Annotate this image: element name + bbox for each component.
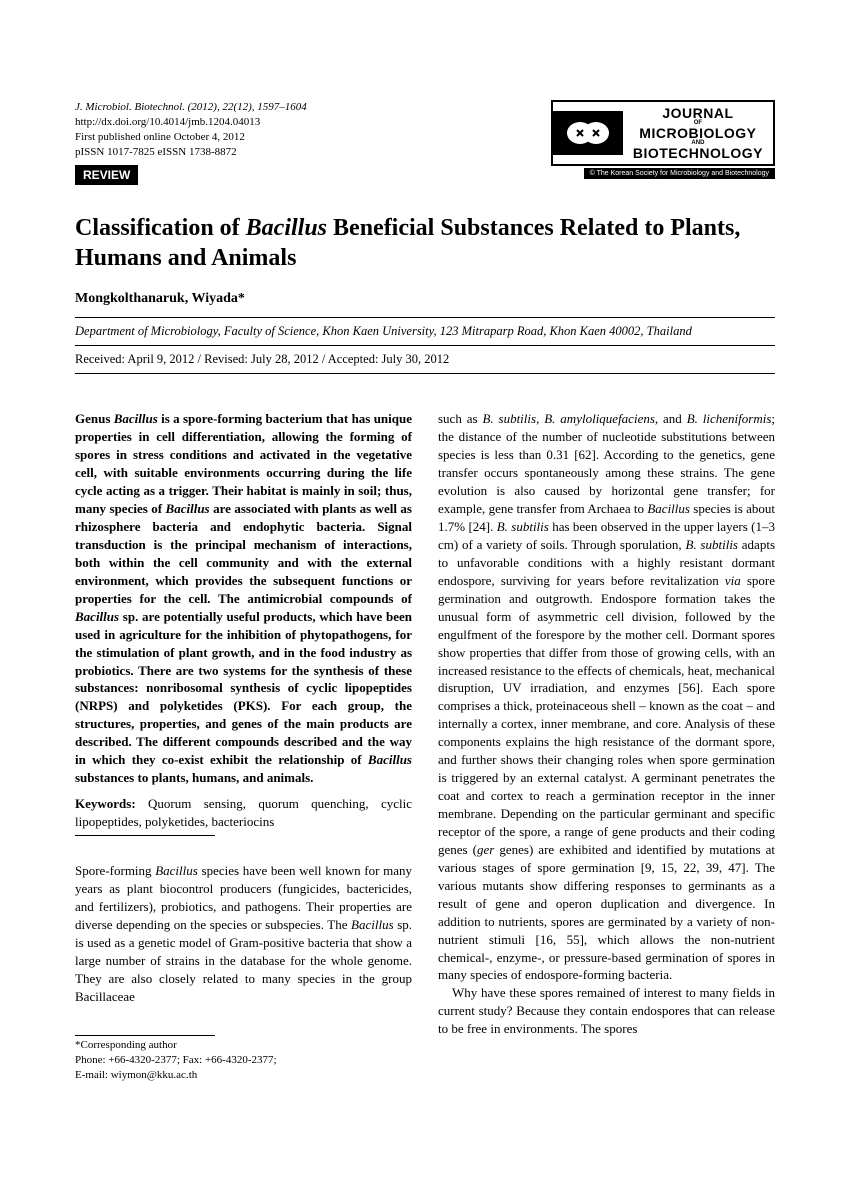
keywords-label: Keywords: (75, 796, 136, 811)
body-paragraph-2: Why have these spores remained of intere… (438, 984, 775, 1038)
txt-i: via (725, 573, 741, 588)
txt: spore germination and outgrowth. Endospo… (438, 573, 775, 857)
rule-1 (75, 317, 775, 318)
abs-i: Bacillus (368, 752, 412, 767)
affiliation: Department of Microbiology, Faculty of S… (75, 324, 775, 339)
doi-line: http://dx.doi.org/10.4014/jmb.1204.04013 (75, 115, 307, 130)
corr-phone: Phone: +66-4320-2377; Fax: +66-4320-2377… (75, 1053, 412, 1068)
abstract: Genus Bacillus is a spore-forming bacter… (75, 410, 412, 787)
journal-citation: J. Microbiol. Biotechnol. (2012), 22(12)… (75, 101, 307, 113)
logo-text: JOURNAL OF MICROBIOLOGY AND BIOTECHNOLOG… (623, 102, 773, 164)
txt-i: B. licheniformis (687, 411, 772, 426)
article-title: Classification of Bacillus Beneficial Su… (75, 213, 775, 273)
txt: , and (655, 411, 687, 426)
corr-email: E-mail: wiymon@kku.ac.th (75, 1068, 412, 1083)
corr-label: *Corresponding author (75, 1038, 412, 1053)
column-left: Genus Bacillus is a spore-forming bacter… (75, 410, 412, 1083)
abs-i: Bacillus (75, 609, 119, 624)
corresponding-author: *Corresponding author Phone: +66-4320-23… (75, 1038, 412, 1083)
journal-logo: JOURNAL OF MICROBIOLOGY AND BIOTECHNOLOG… (551, 100, 775, 166)
rule-2 (75, 345, 775, 346)
column-right: such as B. subtilis, B. amyloliquefacien… (438, 410, 775, 1083)
txt-i: B. subtilis (685, 537, 738, 552)
rule-3 (75, 373, 775, 374)
body-columns: Genus Bacillus is a spore-forming bacter… (75, 410, 775, 1083)
txt: such as (438, 411, 482, 426)
logo-word-journal: JOURNAL (633, 106, 763, 120)
abs-t: sp. are potentially useful products, whi… (75, 609, 412, 768)
txt-i: B. amyloliquefaciens (544, 411, 655, 426)
logo-word-biotech: BIOTECHNOLOGY (633, 146, 763, 160)
body-paragraph-1: such as B. subtilis, B. amyloliquefacien… (438, 410, 775, 984)
abs-i: Bacillus (166, 501, 210, 516)
dates: Received: April 9, 2012 / Revised: July … (75, 352, 775, 367)
txt-i: ger (477, 842, 494, 857)
abs-i: Bacillus (114, 411, 158, 426)
review-badge: REVIEW (75, 165, 138, 185)
txt: , (536, 411, 544, 426)
intro-i: Bacillus (155, 863, 198, 878)
header-row: J. Microbiol. Biotechnol. (2012), 22(12)… (75, 100, 775, 185)
intro-i: Bacillus (351, 917, 394, 932)
intro-t: Spore-forming (75, 863, 155, 878)
logo-word-micro: MICROBIOLOGY (633, 126, 763, 140)
txt-i: Bacillus (647, 501, 690, 516)
corresponding-rule (75, 1035, 215, 1036)
txt-i: B. subtilis (482, 411, 536, 426)
keywords: Keywords: Quorum sensing, quorum quenchi… (75, 795, 412, 831)
title-pre: Classification of (75, 215, 246, 241)
logo-icon (553, 111, 623, 155)
intro-paragraph: Spore-forming Bacillus species have been… (75, 862, 412, 1006)
authors: Mongkolthanaruk, Wiyada* (75, 291, 775, 307)
journal-info-block: J. Microbiol. Biotechnol. (2012), 22(12)… (75, 100, 307, 185)
abs-t: are associated with plants as well as rh… (75, 501, 412, 606)
txt-i: B. subtilis (497, 519, 549, 534)
issn-line: pISSN 1017-7825 eISSN 1738-8872 (75, 145, 307, 160)
copyright-bar: © The Korean Society for Microbiology an… (584, 168, 775, 179)
keywords-rule (75, 835, 215, 836)
txt: genes) are exhibited and identified by m… (438, 842, 775, 983)
journal-info: J. Microbiol. Biotechnol. (2012), 22(12)… (75, 100, 307, 159)
abs-t: Genus (75, 411, 114, 426)
title-italic: Bacillus (246, 215, 327, 241)
abs-t: substances to plants, humans, and animal… (75, 770, 313, 785)
pub-date-line: First published online October 4, 2012 (75, 130, 307, 145)
header-right: JOURNAL OF MICROBIOLOGY AND BIOTECHNOLOG… (551, 100, 775, 179)
